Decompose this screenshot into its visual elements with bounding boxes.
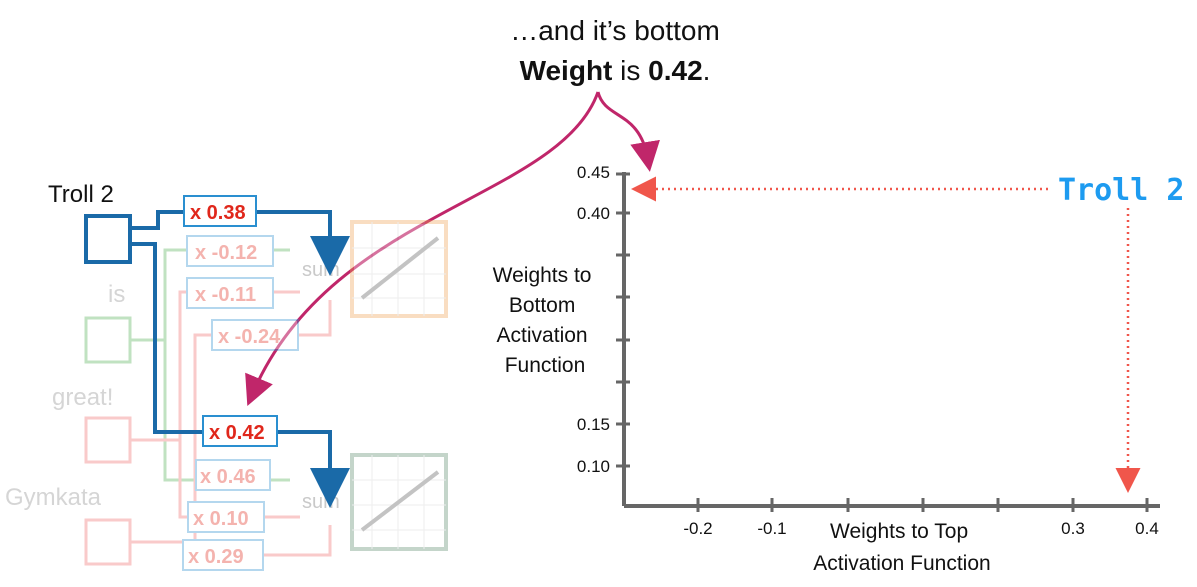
word-is: is bbox=[108, 281, 125, 308]
troll2-connection-bottom bbox=[130, 242, 350, 508]
input-box-is bbox=[84, 316, 132, 364]
faded-network: is great! Gymkata x -0.12 x -0.11 x -0.2… bbox=[5, 220, 448, 571]
word-gymkata: Gymkata bbox=[5, 484, 102, 511]
y-tick-label-0.10: 0.10 bbox=[577, 457, 610, 476]
activation-box-top bbox=[350, 220, 448, 318]
y-axis-label-line3: Activation bbox=[497, 324, 588, 347]
sum-label-top: sum bbox=[302, 259, 340, 281]
x-axis-label-line1: Weights to Top bbox=[830, 520, 968, 543]
x-tick-label-0.4: 0.4 bbox=[1135, 519, 1159, 538]
input-box-gymkata bbox=[84, 518, 132, 566]
caption-line2: Weight is 0.42. bbox=[520, 55, 711, 86]
x-axis-label: Weights to Top Activation Function bbox=[813, 520, 990, 575]
y-tick-label-0.15: 0.15 bbox=[577, 415, 610, 434]
caption-is: is bbox=[612, 55, 648, 86]
weight-top-1: x 0.38 bbox=[190, 202, 246, 224]
weight-top-3: x -0.11 bbox=[195, 284, 256, 306]
weight-box-bottom-troll2 bbox=[202, 415, 278, 447]
weight-bottom-2: x 0.46 bbox=[200, 466, 256, 488]
caption-arrow-to-chart bbox=[596, 91, 660, 172]
x-axis-label-line2: Activation Function bbox=[813, 552, 990, 575]
caption-line1: …and it’s bottom bbox=[510, 15, 720, 46]
y-tick-label-0.45: 0.45 bbox=[577, 163, 610, 182]
input-box-great bbox=[84, 416, 132, 464]
troll2-connection-top bbox=[130, 210, 350, 276]
caption-arrow-to-weight bbox=[245, 91, 600, 407]
activation-box-bottom bbox=[350, 453, 448, 551]
caption-period: . bbox=[703, 55, 711, 86]
x-tick-label-neg0.1: -0.1 bbox=[757, 519, 786, 538]
weight-top-4: x -0.24 bbox=[218, 326, 281, 348]
weight-box-top-troll2 bbox=[183, 195, 257, 227]
weight-bottom-1: x 0.42 bbox=[209, 422, 265, 444]
weight-bottom-3: x 0.10 bbox=[193, 508, 249, 530]
sum-label-bottom: sum bbox=[302, 491, 340, 513]
weight-top-2: x -0.12 bbox=[195, 242, 257, 264]
troll2-point-label: Troll 2 bbox=[1058, 173, 1184, 208]
y-axis-label-line2: Bottom bbox=[509, 294, 576, 317]
word-great: great! bbox=[52, 384, 113, 411]
y-axis-label: Weights to Bottom Activation Function bbox=[493, 264, 598, 377]
caption-weight-word: Weight bbox=[520, 55, 613, 86]
x-ticks bbox=[696, 498, 1149, 512]
word-troll2: Troll 2 bbox=[48, 181, 114, 208]
chart: 0.45 0.40 0.15 0.10 -0.2 -0.1 0.3 0.4 We… bbox=[493, 163, 1185, 575]
weight-bottom-4: x 0.29 bbox=[188, 546, 244, 568]
input-box-troll2 bbox=[84, 214, 132, 264]
y-axis-label-line4: Function bbox=[505, 354, 586, 377]
y-ticks bbox=[616, 172, 630, 468]
x-tick-label-0.3: 0.3 bbox=[1061, 519, 1085, 538]
x-tick-label-neg0.2: -0.2 bbox=[683, 519, 712, 538]
y-axis-label-line1: Weights to bbox=[493, 264, 592, 287]
caption-value: 0.42 bbox=[648, 55, 703, 86]
y-tick-label-0.40: 0.40 bbox=[577, 204, 610, 223]
